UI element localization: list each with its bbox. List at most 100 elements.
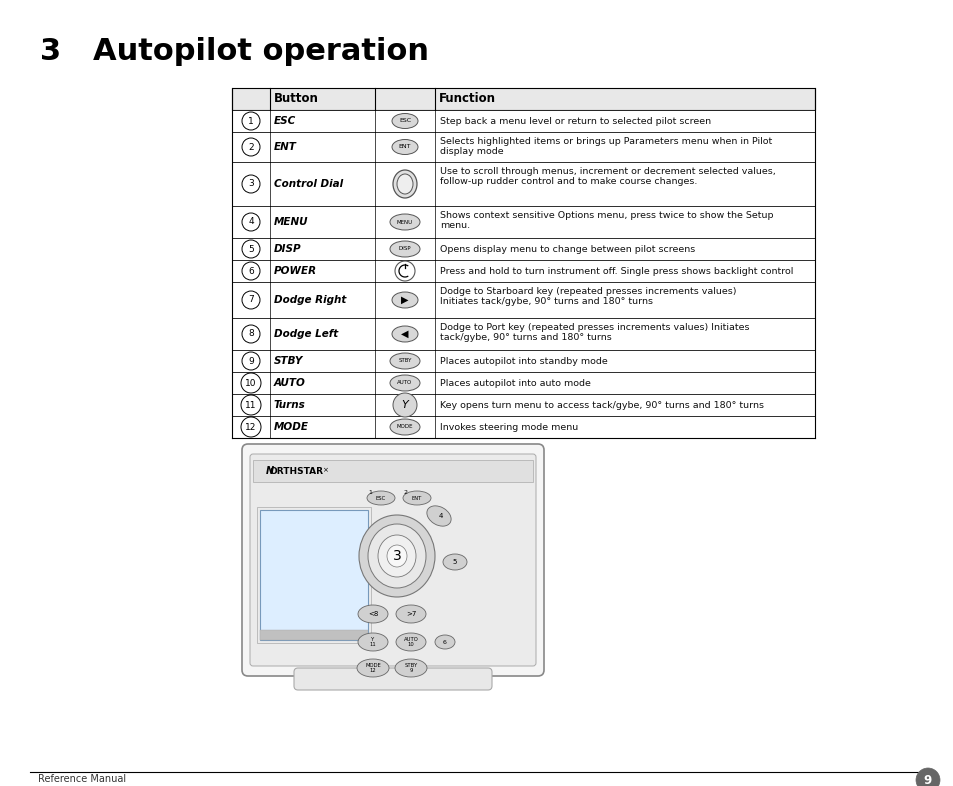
- Ellipse shape: [357, 605, 388, 623]
- Ellipse shape: [390, 214, 419, 230]
- Text: Dodge Right: Dodge Right: [274, 295, 346, 305]
- Bar: [232, 260, 814, 282]
- Ellipse shape: [426, 506, 451, 526]
- Text: AUTO: AUTO: [274, 378, 306, 388]
- Circle shape: [242, 240, 260, 258]
- Text: DISP: DISP: [274, 244, 301, 254]
- Circle shape: [242, 325, 260, 343]
- Text: Turns: Turns: [274, 400, 305, 410]
- Text: Key opens turn menu to access tack/gybe, 90° turns and 180° turns: Key opens turn menu to access tack/gybe,…: [439, 401, 763, 410]
- Circle shape: [241, 417, 261, 437]
- Text: >7: >7: [405, 611, 416, 617]
- Text: Places autopilot into auto mode: Places autopilot into auto mode: [439, 379, 590, 387]
- Text: 11: 11: [245, 401, 256, 410]
- Text: 10: 10: [245, 379, 256, 387]
- FancyBboxPatch shape: [250, 454, 536, 666]
- Circle shape: [915, 768, 939, 786]
- Bar: [232, 416, 814, 438]
- Text: 4: 4: [248, 218, 253, 226]
- Text: 7: 7: [248, 296, 253, 304]
- Text: 4: 4: [438, 513, 443, 519]
- Bar: [232, 238, 814, 260]
- Ellipse shape: [395, 633, 426, 651]
- Text: 6: 6: [248, 266, 253, 276]
- Text: 3   Autopilot operation: 3 Autopilot operation: [40, 38, 429, 67]
- Ellipse shape: [390, 353, 419, 369]
- Text: ENT: ENT: [412, 495, 422, 501]
- Circle shape: [242, 112, 260, 130]
- Text: 3: 3: [393, 549, 401, 563]
- Ellipse shape: [358, 515, 435, 597]
- Text: Opens display menu to change between pilot screens: Opens display menu to change between pil…: [439, 244, 695, 254]
- Text: Control Dial: Control Dial: [274, 179, 343, 189]
- Text: ENT: ENT: [398, 145, 411, 149]
- Text: Step back a menu level or return to selected pilot screen: Step back a menu level or return to sele…: [439, 116, 710, 126]
- Text: Use to scroll through menus, increment or decrement selected values,
follow-up r: Use to scroll through menus, increment o…: [439, 167, 775, 186]
- FancyBboxPatch shape: [242, 444, 543, 676]
- Ellipse shape: [392, 139, 417, 155]
- Circle shape: [242, 138, 260, 156]
- Text: Button: Button: [274, 93, 318, 105]
- Circle shape: [242, 352, 260, 370]
- Bar: [232, 110, 814, 132]
- Text: Press and hold to turn instrument off. Single press shows backlight control: Press and hold to turn instrument off. S…: [439, 266, 793, 276]
- Ellipse shape: [390, 419, 419, 435]
- Text: 12: 12: [245, 423, 256, 432]
- Ellipse shape: [367, 491, 395, 505]
- Text: 8: 8: [248, 329, 253, 339]
- Text: <8: <8: [368, 611, 377, 617]
- Ellipse shape: [377, 535, 416, 577]
- Text: 6: 6: [442, 640, 446, 645]
- Bar: [256, 507, 371, 643]
- Text: AUTO: AUTO: [397, 380, 413, 385]
- Text: 5: 5: [453, 559, 456, 565]
- Text: ▶: ▶: [401, 295, 408, 305]
- Text: ×: ×: [322, 467, 328, 473]
- Ellipse shape: [392, 292, 417, 308]
- Bar: [260, 630, 368, 640]
- Text: Places autopilot into standby mode: Places autopilot into standby mode: [439, 357, 607, 365]
- Bar: [232, 350, 814, 372]
- Bar: [232, 282, 814, 318]
- Text: 1: 1: [368, 490, 372, 494]
- Circle shape: [241, 395, 261, 415]
- Text: ORTHSTAR: ORTHSTAR: [270, 467, 324, 476]
- Text: Y
11: Y 11: [369, 637, 376, 648]
- Text: Function: Function: [438, 93, 496, 105]
- Bar: [232, 88, 814, 110]
- Text: MENU: MENU: [274, 217, 308, 227]
- Ellipse shape: [392, 113, 417, 128]
- Ellipse shape: [395, 605, 426, 623]
- Text: 9: 9: [923, 773, 931, 786]
- Ellipse shape: [435, 635, 455, 649]
- Circle shape: [242, 175, 260, 193]
- Text: MODE
12: MODE 12: [365, 663, 380, 674]
- Text: ◀: ◀: [401, 329, 408, 339]
- Ellipse shape: [442, 554, 467, 570]
- Text: Dodge to Starboard key (repeated presses increments values)
Initiates tack/gybe,: Dodge to Starboard key (repeated presses…: [439, 287, 736, 307]
- Text: Invokes steering mode menu: Invokes steering mode menu: [439, 423, 578, 432]
- Text: Shows context sensitive Options menu, press twice to show the Setup
menu.: Shows context sensitive Options menu, pr…: [439, 211, 773, 230]
- Ellipse shape: [387, 545, 407, 567]
- Text: STBY: STBY: [398, 358, 412, 363]
- Text: ESC: ESC: [398, 119, 411, 123]
- Text: Dodge Left: Dodge Left: [274, 329, 338, 339]
- Circle shape: [393, 393, 416, 417]
- Text: 1: 1: [248, 116, 253, 126]
- Text: 5: 5: [248, 244, 253, 254]
- Ellipse shape: [395, 659, 427, 677]
- Circle shape: [242, 291, 260, 309]
- Text: 2: 2: [403, 490, 408, 494]
- Ellipse shape: [393, 170, 416, 198]
- Bar: [232, 372, 814, 394]
- Bar: [260, 510, 368, 640]
- Text: MODE: MODE: [396, 424, 413, 429]
- Text: STBY: STBY: [274, 356, 303, 366]
- Text: Dodge to Port key (repeated presses increments values) Initiates
tack/gybe, 90° : Dodge to Port key (repeated presses incr…: [439, 323, 749, 343]
- Text: ENT: ENT: [274, 142, 296, 152]
- Circle shape: [242, 213, 260, 231]
- Ellipse shape: [390, 375, 419, 391]
- Text: POWER: POWER: [274, 266, 316, 276]
- Ellipse shape: [368, 524, 426, 588]
- Bar: [232, 206, 814, 238]
